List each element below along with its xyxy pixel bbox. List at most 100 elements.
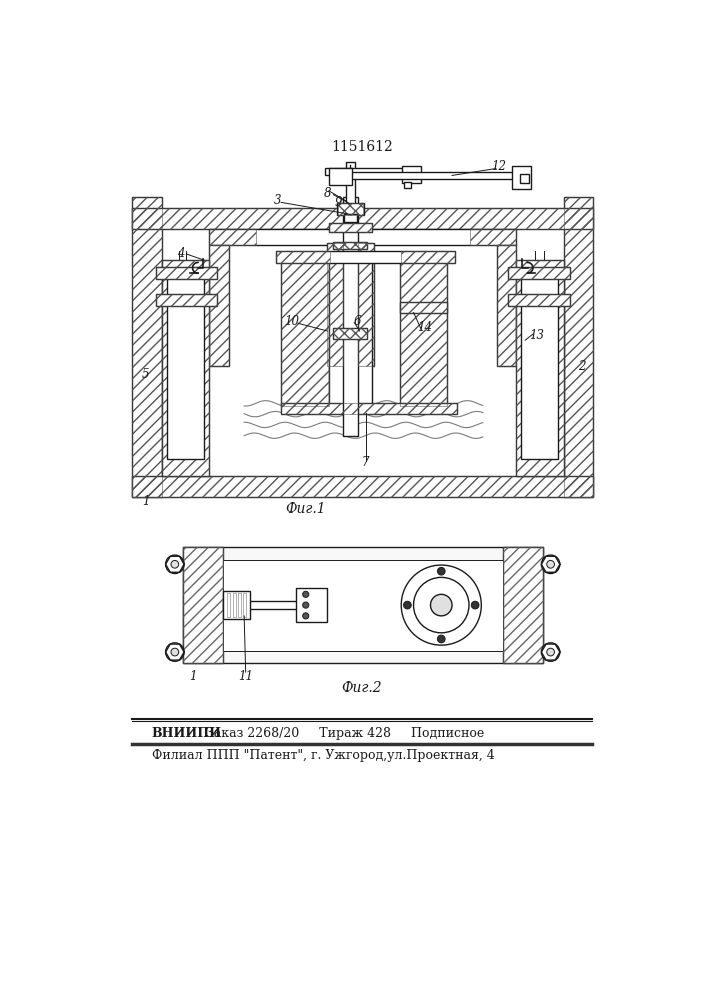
Bar [329, 223, 372, 232]
Bar [334, 242, 368, 249]
Bar [281, 260, 329, 406]
Circle shape [404, 601, 411, 609]
Circle shape [438, 635, 445, 643]
Bar [156, 267, 217, 279]
Bar [351, 172, 527, 179]
Bar [503, 547, 543, 663]
Circle shape [542, 555, 560, 574]
Text: 1151612: 1151612 [331, 140, 393, 154]
Bar [182, 547, 223, 663]
Bar [503, 547, 543, 663]
Bar [296, 588, 327, 622]
Bar [497, 245, 516, 366]
Bar [132, 197, 162, 497]
Text: 13: 13 [530, 329, 544, 342]
Circle shape [438, 567, 445, 575]
Bar [182, 547, 223, 663]
Bar [563, 197, 593, 497]
Text: Заказ 2268/20     Тираж 428     Подписное: Заказ 2268/20 Тираж 428 Подписное [194, 727, 484, 740]
Bar [358, 243, 373, 366]
Bar [162, 260, 209, 476]
Bar [563, 197, 593, 497]
Circle shape [171, 648, 179, 656]
Bar [156, 294, 217, 306]
Bar [520, 174, 529, 183]
Bar [358, 243, 373, 366]
Circle shape [431, 594, 452, 616]
Text: Филиал ППП "Патент", г. Ужгород,ул.Проектная, 4: Филиал ППП "Патент", г. Ужгород,ул.Проек… [152, 749, 494, 762]
Bar [209, 229, 256, 245]
Bar [223, 601, 300, 609]
Bar [337, 203, 364, 215]
Bar [209, 245, 229, 366]
Bar [334, 328, 368, 339]
Circle shape [303, 602, 309, 608]
Bar [399, 260, 448, 406]
Bar [325, 168, 417, 175]
Text: 9: 9 [334, 196, 341, 209]
Bar [399, 260, 448, 406]
Bar [156, 294, 217, 306]
Text: 1: 1 [189, 670, 197, 683]
Bar [132, 208, 593, 229]
Bar [209, 229, 516, 245]
Bar [344, 214, 356, 222]
Bar [327, 243, 343, 366]
Text: 2: 2 [578, 360, 585, 373]
Bar [132, 208, 593, 229]
Bar [238, 593, 241, 617]
Text: 1: 1 [142, 495, 149, 508]
Bar [334, 242, 368, 249]
Circle shape [547, 648, 554, 656]
Text: ВНИИПИ: ВНИИПИ [152, 727, 222, 740]
Bar [167, 274, 204, 459]
Circle shape [303, 591, 309, 597]
Bar [281, 260, 329, 406]
Circle shape [171, 560, 179, 568]
Text: 6: 6 [354, 315, 361, 328]
Bar [508, 294, 570, 306]
Bar [223, 591, 250, 619]
Bar [132, 476, 593, 497]
Text: 3: 3 [274, 194, 281, 207]
Text: 10: 10 [284, 315, 299, 328]
Circle shape [303, 613, 309, 619]
Bar [346, 162, 355, 208]
Bar [132, 197, 162, 497]
Bar [281, 403, 457, 414]
Bar [281, 403, 457, 414]
Text: 4: 4 [177, 247, 185, 260]
Bar [243, 593, 247, 617]
Bar [469, 229, 516, 245]
Text: 11: 11 [238, 670, 253, 683]
Circle shape [542, 643, 560, 661]
Circle shape [547, 560, 554, 568]
Bar [182, 547, 543, 663]
Bar [209, 245, 229, 366]
Bar [343, 197, 358, 436]
Bar [276, 251, 455, 263]
Bar [329, 223, 372, 232]
Bar [512, 166, 532, 189]
Text: 5: 5 [142, 368, 149, 381]
Bar [399, 302, 448, 312]
Text: 7: 7 [362, 456, 370, 469]
Bar [516, 260, 563, 476]
Bar [132, 476, 593, 497]
Text: 12: 12 [491, 160, 506, 173]
Bar [402, 166, 421, 183]
Bar [327, 243, 343, 366]
Circle shape [472, 601, 479, 609]
Bar [223, 560, 503, 651]
Bar [162, 260, 209, 476]
Bar [156, 267, 217, 279]
Bar [399, 302, 448, 312]
Text: 8: 8 [324, 187, 331, 200]
Circle shape [414, 577, 469, 633]
Bar [227, 593, 230, 617]
Bar [276, 251, 330, 263]
Bar [508, 267, 570, 279]
Text: Фиг.2: Фиг.2 [341, 681, 382, 695]
Circle shape [165, 555, 184, 574]
Bar [508, 267, 570, 279]
